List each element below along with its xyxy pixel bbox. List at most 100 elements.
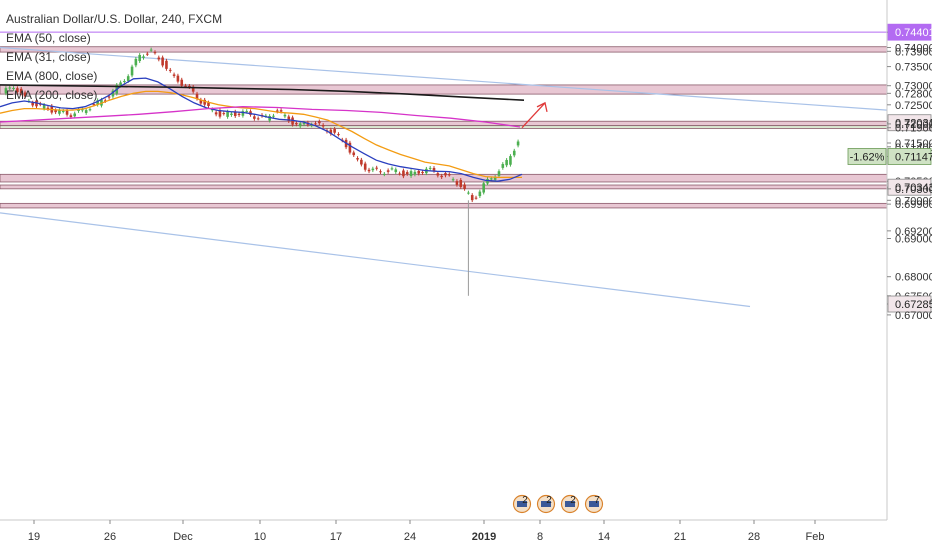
channel-line-0[interactable] [0,46,888,111]
ema-line-2[interactable] [0,84,525,101]
candle-body [96,100,99,105]
x-tick-label: 8 [537,531,543,543]
candle-body [149,49,153,51]
symbol-title[interactable]: Australian Dollar/U.S. Dollar, 240, FXCM [6,12,223,26]
candle-body [237,113,241,116]
y-tick-label: 0.72500 [895,100,932,112]
ema-line-0[interactable] [0,90,522,179]
ema-line-3[interactable] [0,106,521,128]
candle-body [505,159,508,166]
candle-body [168,69,172,71]
candle-body [69,115,73,118]
candle-body [512,150,516,156]
x-tick-label: Feb [806,531,825,543]
y-tick-label: 0.69900 [895,199,932,211]
y-tick-label: 0.71500 [895,138,932,150]
ema-31-label[interactable]: EMA (31, close) [6,50,91,64]
candle-body [348,142,352,153]
y-tick-label: 0.68000 [895,272,932,284]
zone-rect-4[interactable] [0,173,888,183]
candle-body [444,173,447,176]
candle-body [394,169,398,173]
event-flag-stripe [565,501,575,507]
candle-body [42,104,46,109]
candle-body [16,88,19,93]
y-tick-label: 0.74000 [895,43,932,55]
candle-body [447,174,451,176]
candle-body [283,114,287,117]
ema-50-label[interactable]: EMA (50, close) [6,31,91,45]
candle-body [161,57,164,66]
event-flag-stripe [517,501,527,507]
candle-body [275,110,279,112]
candle-body [493,176,497,180]
candle-body [19,88,23,94]
zone-rect-5[interactable] [0,184,888,190]
y-tick-label: 0.74401 [895,27,932,39]
candle-body [103,100,107,102]
chart-legend: Australian Dollar/U.S. Dollar, 240, FXCM… [6,10,222,105]
change-badge-label: -1.62% [850,151,885,163]
candle-body [409,171,413,176]
projection-arrow[interactable] [521,102,546,129]
x-tick-label: 28 [748,531,760,543]
candle-body [356,158,359,160]
ema-800-label[interactable]: EMA (800, close) [6,69,98,83]
candle-body [272,115,275,117]
candle-body [279,110,283,112]
candle-body [184,85,187,87]
candle-body [61,110,65,112]
y-tick-label: 0.72031 [895,118,932,130]
ema-line-1[interactable] [0,77,523,182]
candle-body [436,173,440,176]
candle-body [88,109,92,111]
ema-200-label[interactable]: EMA (200, close) [6,88,98,102]
candle-body [153,52,157,54]
channel-line-1[interactable] [0,212,751,308]
candle-body [467,192,470,194]
candle-body [230,113,233,115]
candle-body [478,191,482,197]
x-tick-label: 2019 [472,531,496,543]
candle-body [375,167,378,169]
candle-body [501,164,505,168]
candle-body [474,197,478,199]
candle-body [138,54,141,62]
candle-body [455,181,459,185]
candle-body [4,88,8,94]
candle-body [413,171,417,175]
candle-body [58,110,61,114]
zone-rect-6[interactable] [0,202,888,209]
candle-body [486,179,489,184]
candle-body [352,152,356,156]
candle-body [8,87,12,89]
y-tick-label: 0.71900 [895,123,932,135]
price-label-box [887,178,932,196]
candle-body [176,75,180,82]
candle-body [123,80,126,82]
x-tick-label: 21 [674,531,686,543]
zone-rect-3[interactable] [0,125,888,129]
event-count-label: 2 [546,495,552,506]
candle-body [509,156,512,165]
candle-body [363,163,367,170]
candle-body [516,141,520,146]
y-tick-label: 0.70300 [895,184,932,196]
candle-body [165,60,168,69]
candle-body [451,179,455,181]
event-count-label: 2 [522,495,528,506]
candle-body [218,110,222,117]
x-tick-label: 24 [404,531,416,543]
candle-body [233,111,237,117]
candle-body [459,179,463,187]
candle-body [172,74,176,76]
candle-body [321,125,325,127]
candle-body [360,159,363,165]
y-tick-label: 0.73900 [895,46,932,58]
price-label-box [887,148,932,165]
y-tick-label: 0.72000 [895,119,932,131]
candle-body [329,129,333,134]
candle-body [497,171,501,176]
candle-body [157,57,161,60]
